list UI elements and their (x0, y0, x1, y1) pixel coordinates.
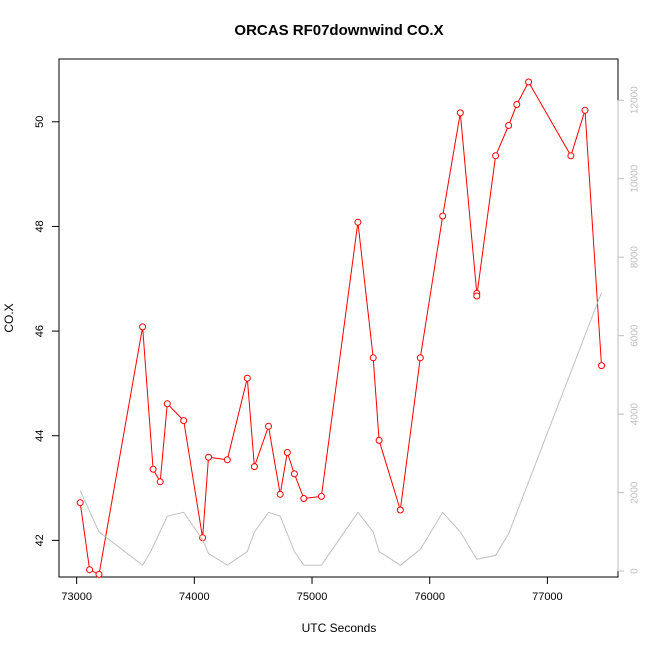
data-point (76, 499, 84, 507)
data-point (396, 506, 404, 514)
data-point (283, 449, 291, 456)
data-point (149, 465, 157, 473)
data-point (456, 109, 464, 117)
data-point (375, 436, 383, 444)
secondary-series-line (79, 292, 602, 566)
data-point (223, 456, 231, 464)
data-point (163, 400, 171, 408)
data-point (276, 490, 284, 498)
data-point (180, 417, 188, 425)
y-axis-label: CO.X (2, 303, 16, 332)
data-point (290, 470, 298, 478)
data-point (139, 323, 147, 331)
data-point (156, 478, 164, 486)
data-point (205, 453, 212, 461)
y-tick-label: 44 (34, 430, 46, 442)
data-point (581, 106, 589, 114)
data-point (505, 122, 513, 129)
x-tick-label: 77000 (532, 591, 563, 603)
data-point (250, 463, 258, 471)
data-point (439, 212, 447, 220)
y-tick-label: 48 (34, 220, 46, 232)
y-tick-label: 50 (34, 116, 46, 128)
y2-tick-label: 6000 (630, 324, 641, 347)
y2-tick-label: 8000 (630, 246, 641, 269)
x-tick-label: 74000 (179, 591, 210, 603)
data-point (243, 374, 251, 382)
data-point (598, 362, 605, 370)
data-point (317, 492, 325, 500)
data-point (95, 570, 103, 578)
y2-tick-label: 2000 (630, 481, 641, 504)
y-tick-label: 46 (34, 325, 46, 337)
y2-tick-label: 10000 (630, 164, 641, 192)
data-point (513, 101, 521, 108)
data-point (525, 78, 533, 86)
y2-tick-label: 12000 (630, 86, 641, 114)
y-tick-label: 42 (34, 534, 46, 546)
data-point (300, 495, 308, 502)
data-point (473, 292, 481, 300)
data-point (354, 218, 362, 226)
x-tick-label: 75000 (297, 591, 328, 603)
plot-frame (58, 58, 619, 578)
co-series-line (79, 80, 602, 576)
data-point (265, 422, 272, 430)
x-axis-label: UTC Seconds (302, 621, 377, 635)
y2-tick-label: 4000 (630, 403, 641, 426)
data-point (492, 152, 500, 160)
plot-area: 73000 74000 75000 76000 77000 42 44 46 48 50 0 2000… (34, 78, 641, 603)
data-point (567, 152, 575, 160)
y2-tick-label: 0 (630, 568, 641, 574)
data-point (369, 354, 377, 362)
x-tick-label: 76000 (414, 591, 445, 603)
x-tick-label: 73000 (61, 591, 92, 603)
data-point (86, 566, 94, 574)
chart-title: ORCAS RF07downwind CO.X (234, 22, 443, 39)
data-point (416, 354, 424, 362)
